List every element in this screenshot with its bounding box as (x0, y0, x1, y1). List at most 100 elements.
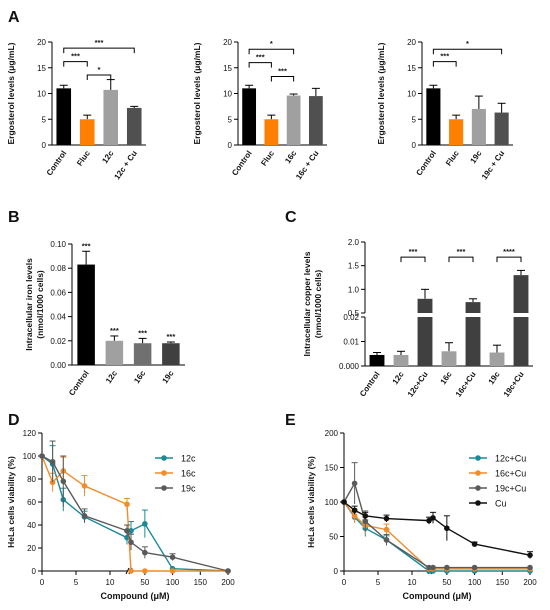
chart-a1-bar (103, 89, 119, 145)
chart-d-legend-label: 19c (181, 484, 196, 494)
chart-e-series-line (343, 481, 530, 569)
chart-c-bar (513, 275, 529, 313)
chart-d-data-point (81, 483, 88, 489)
chart-e-x-tick-label: 50 (442, 578, 451, 587)
chart-d-data-point (169, 554, 176, 560)
chart-a2-y-tick-label: 20 (223, 38, 232, 47)
chart-a1-bar (126, 107, 142, 145)
panel-label-a: A (8, 9, 20, 26)
chart-c-y-tick-label: 0.000 (339, 362, 360, 371)
chart-d-data-point (39, 453, 45, 459)
chart-a2-category-label: Fluc (259, 149, 276, 168)
chart-a1-y-tick-label: 15 (37, 64, 46, 73)
chart-a2-significance-bracket (248, 48, 295, 55)
chart-d-axis-break-mark (125, 567, 130, 575)
chart-a3-significance-bracket (432, 61, 457, 67)
panel-label-b: B (8, 209, 20, 226)
chart-e: 0 50 100 150 200 0 5 10 50 100 150 200 Compound (μM)… (306, 429, 537, 601)
chart-d-y-tick-label: 60 (27, 498, 36, 507)
chart-a1-bar (79, 119, 95, 145)
chart-a2-bar (264, 119, 279, 145)
chart-d-y-tick-label: 0 (32, 567, 37, 576)
chart-e-data-point (351, 480, 358, 487)
chart-a1-category-label: Fluc (75, 149, 92, 168)
chart-d-data-point (225, 568, 231, 574)
chart-e-data-point (426, 564, 432, 571)
chart-e-y-tick-label: 0 (334, 567, 339, 576)
chart-b-bar (77, 264, 95, 365)
chart-e-data-point (527, 564, 533, 571)
chart-a2-category-label: 16c (283, 149, 298, 166)
chart-d-legend-label: 12c (181, 454, 196, 464)
chart-e-data-point (383, 526, 390, 533)
chart-a1-significance-bracket (86, 74, 112, 80)
chart-a1-significance-bracket (63, 61, 88, 67)
chart-c-category-label: 16c (439, 370, 454, 387)
chart-e-data-point (430, 564, 436, 571)
chart-c-significance-bracket (448, 256, 474, 263)
chart-e-data-point (383, 515, 390, 522)
chart-b: 0.00 0.02 0.04 0.06 0.08 0.10 *** *** *** *** Cont… (24, 240, 185, 397)
chart-d-data-point (124, 527, 130, 534)
chart-d-x-tick-label: 200 (221, 578, 235, 587)
chart-a3-bar (426, 88, 441, 145)
chart-b-bar (133, 343, 152, 365)
chart-d-data-point (128, 527, 134, 534)
chart-b-y-tick-label: 0.08 (50, 264, 66, 273)
chart-b-category-label: 19c (160, 369, 175, 386)
chart-b-bar (105, 340, 124, 365)
chart-b-bar-label: *** (110, 326, 119, 335)
chart-b-y-axis-label: Intracellular iron levels(nmol/1000 cell… (24, 258, 45, 351)
chart-c-y-tick-label: 1.5 (348, 262, 360, 271)
chart-a3-bar (449, 119, 464, 145)
chart-a3-significance-label: * (466, 39, 469, 48)
chart-b-bar-label: *** (166, 332, 175, 341)
chart-a2-significance-bracket (248, 62, 272, 68)
chart-a2-bar (308, 96, 323, 145)
chart-e-data-point (426, 517, 432, 524)
chart-c-bar (417, 298, 433, 313)
chart-d-legend-marker (161, 470, 167, 476)
chart-b-category-label: Control (67, 369, 91, 397)
chart-c-significance-bracket (400, 256, 426, 263)
chart-e-series-line (343, 501, 530, 572)
chart-c-category-label: 16c+Cu (454, 370, 478, 399)
chart-e-x-tick-label: 10 (408, 578, 417, 587)
chart-c-y-tick-label: 0.02 (343, 313, 359, 322)
chart-c-category-label: 19c+Cu (502, 370, 526, 399)
chart-d-data-point (81, 513, 88, 519)
chart-a2-category-label: 16c + Cu (294, 149, 320, 181)
chart-b-y-tick-label: 0.00 (50, 361, 66, 370)
chart-e-data-point (341, 499, 347, 505)
chart-a2-y-tick-label: 5 (228, 115, 233, 124)
chart-b-y-tick-label: 0.10 (50, 240, 66, 249)
chart-e-data-point (444, 525, 450, 532)
chart-c-bar (441, 351, 457, 366)
chart-d-x-tick-label: 50 (140, 578, 149, 587)
chart-e-y-tick-label: 150 (325, 464, 339, 473)
chart-b-bar (162, 343, 180, 365)
chart-e-data-point (527, 552, 533, 558)
chart-a1-y-axis-label: Ergosterol levels (μg/mL) (6, 42, 16, 144)
chart-a2-significance-label: *** (256, 53, 265, 62)
chart-d-data-point (142, 549, 148, 556)
chart-d-data-point (169, 568, 176, 574)
chart-a2-significance-label: *** (278, 67, 287, 76)
chart-e-y-axis-label: HeLa cells viability (%) (306, 456, 316, 548)
chart-b-bar-label: *** (82, 241, 91, 250)
chart-a1-significance-label: * (98, 65, 101, 74)
chart-a2-significance-label: * (270, 39, 273, 48)
chart-a1-category-label: 12c (100, 149, 115, 166)
chart-a2-y-tick-label: 0 (228, 141, 233, 150)
chart-a3-y-axis-label: Ergosterol levels (μg/mL) (376, 42, 386, 144)
chart-a1-y-tick-label: 20 (37, 38, 46, 47)
chart-a2-y-tick-label: 15 (223, 64, 232, 73)
chart-d-y-tick-label: 120 (23, 429, 37, 438)
chart-c-y-axis-label: Intracellular copper levels(nmol/1000 ce… (302, 251, 323, 356)
chart-d-x-tick-label: 150 (194, 578, 208, 587)
chart-e-data-point (471, 564, 478, 571)
chart-a1-category-label: Control (45, 149, 69, 177)
chart-e-legend-label: Cu (495, 499, 507, 509)
